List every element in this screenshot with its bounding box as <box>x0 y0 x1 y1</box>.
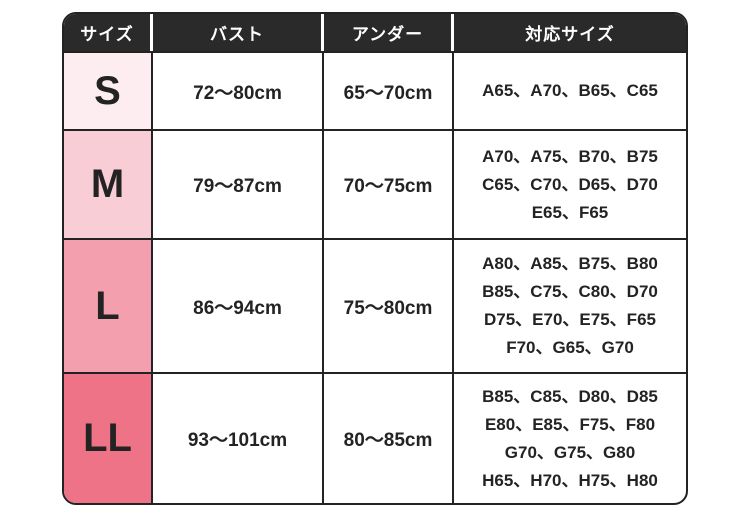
under-range-m: 70〜75cm <box>324 131 454 238</box>
table-row-s: S 72〜80cm 65〜70cm A65、A70、B65、C65 <box>64 51 686 129</box>
fit-sizes-s: A65、A70、B65、C65 <box>482 81 658 100</box>
size-chart-table: サイズ バスト アンダー 対応サイズ S 72〜80cm 65〜70cm A65… <box>62 12 688 505</box>
header-size: サイズ <box>64 14 153 51</box>
table-row-l: L 86〜94cm 75〜80cm A80、A85、B75、B80 B85、C7… <box>64 238 686 372</box>
table-row-m: M 79〜87cm 70〜75cm A70、A75、B70、B75 C65、C7… <box>64 129 686 238</box>
fit-sizes-m: A70、A75、B70、B75 C65、C70、D65、D70 E65、F65 <box>482 146 658 222</box>
size-label-l: L <box>64 240 153 372</box>
header-under: アンダー <box>324 14 454 51</box>
table-header-row: サイズ バスト アンダー 対応サイズ <box>64 14 686 51</box>
size-label-ll: LL <box>64 374 153 503</box>
under-range-l: 75〜80cm <box>324 240 454 372</box>
fit-sizes-l: A80、A85、B75、B80 B85、C75、C80、D70 D75、E70、… <box>482 254 658 357</box>
header-bust: バスト <box>153 14 324 51</box>
under-range-s: 65〜70cm <box>324 53 454 129</box>
fit-sizes-ll: B85、C85、D80、D85 E80、E85、F75、F80 G70、G75、… <box>482 386 658 490</box>
size-label-m: M <box>64 131 153 238</box>
table-row-ll: LL 93〜101cm 80〜85cm B85、C85、D80、D85 E80、… <box>64 372 686 503</box>
bust-range-l: 86〜94cm <box>153 240 324 372</box>
size-label-s: S <box>64 53 153 129</box>
under-range-ll: 80〜85cm <box>324 374 454 503</box>
bust-range-m: 79〜87cm <box>153 131 324 238</box>
bust-range-ll: 93〜101cm <box>153 374 324 503</box>
header-fit-sizes: 対応サイズ <box>525 25 615 44</box>
bust-range-s: 72〜80cm <box>153 53 324 129</box>
